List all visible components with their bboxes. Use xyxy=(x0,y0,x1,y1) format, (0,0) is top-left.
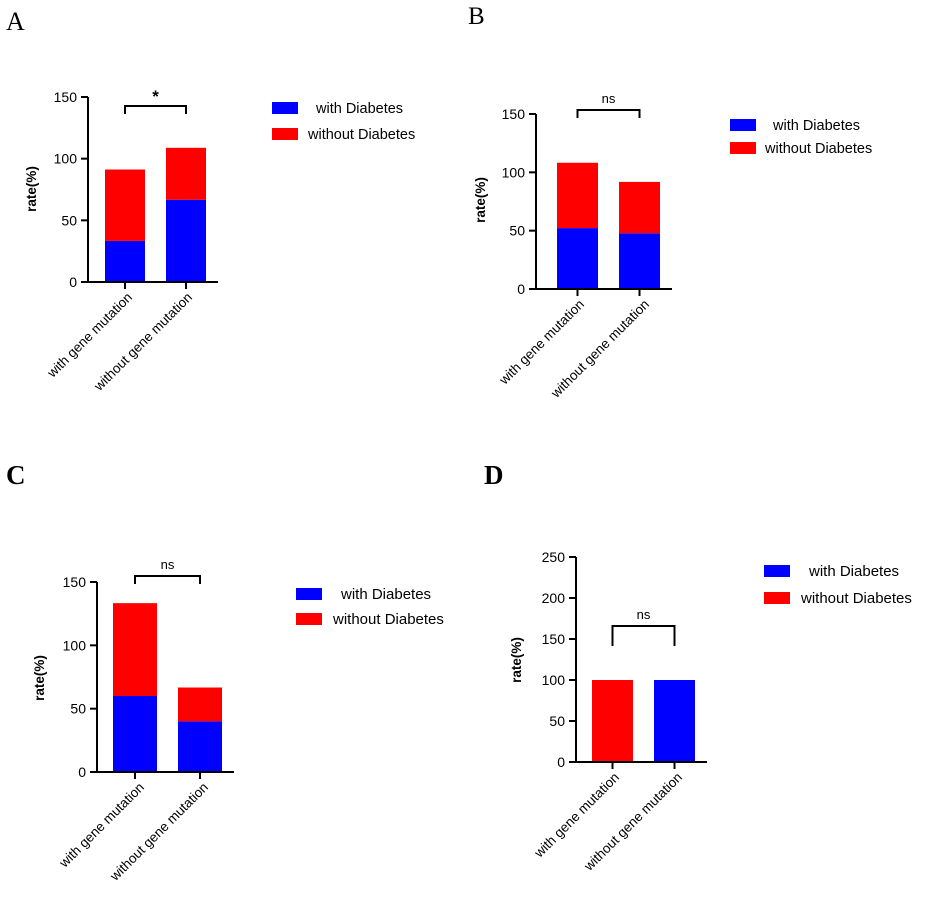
panel-d-legend-swatch-with-diabetes xyxy=(764,565,790,577)
panel-d-ytick-label-200: 200 xyxy=(542,590,566,606)
panel-d-ylabel: rate(%) xyxy=(509,637,524,683)
panel-b-significance-bracket xyxy=(576,109,641,118)
panel-b-ytick-label-0: 0 xyxy=(517,281,525,297)
panel-b-legend-label-with-diabetes: with Diabetes xyxy=(772,118,860,134)
panel-a-ytick-label-100: 100 xyxy=(54,151,78,167)
panel-a-significance-label: * xyxy=(152,87,159,106)
panel-a-letter: A xyxy=(6,7,25,36)
panel-d-ytick-label-50: 50 xyxy=(549,713,565,729)
panel-a-legend-label-without-diabetes: without Diabetes xyxy=(307,127,415,143)
panel-b-legend-swatch-without-diabetes xyxy=(730,142,756,154)
panel-a-ytick-label-150: 150 xyxy=(54,89,78,105)
panel-c-ylabel: rate(%) xyxy=(32,655,47,701)
panel-b-ylabel: rate(%) xyxy=(473,177,488,223)
panel-c-bar-2-without-diabetes xyxy=(178,687,222,722)
panel-d-legend-label-without-diabetes: without Diabetes xyxy=(800,590,912,607)
panel-d-significance-bracket xyxy=(611,625,676,646)
panel-a-bar-2-with-diabetes xyxy=(166,199,206,282)
panel-c-significance-bracket xyxy=(134,575,201,584)
panel-d-ytick-label-0: 0 xyxy=(557,754,565,770)
panel-c-legend-swatch-without-diabetes xyxy=(296,613,322,625)
panel-a-ylabel: rate(%) xyxy=(24,166,39,212)
panel-a-legend-label-with-diabetes: with Diabetes xyxy=(315,101,403,117)
panel-b-bar-2-without-diabetes xyxy=(619,181,660,234)
panel-c-ytick-label-50: 50 xyxy=(70,701,86,717)
panel-b-ytick-label-150: 150 xyxy=(502,106,526,122)
panel-b-bar-2-with-diabetes xyxy=(619,233,660,289)
panel-c-bar-2-with-diabetes xyxy=(178,721,222,772)
panel-a-category-label-2: without gene mutation xyxy=(90,290,195,395)
panel-a-legend-swatch-without-diabetes xyxy=(272,128,298,140)
panel-d-legend-label-with-diabetes: with Diabetes xyxy=(808,563,899,580)
panel-d-bar-1-without-diabetes xyxy=(592,680,633,762)
panel-a-ytick-label-0: 0 xyxy=(69,274,77,290)
panel-b-ytick-label-50: 50 xyxy=(509,223,525,239)
panel-d-ytick-label-100: 100 xyxy=(542,672,566,688)
panel-c-legend-swatch-with-diabetes xyxy=(296,588,322,600)
panel-d-letter: D xyxy=(484,460,504,490)
panel-c-bar-1-without-diabetes xyxy=(113,603,157,696)
panel-a-bar-1-with-diabetes xyxy=(105,240,145,282)
panel-c-ytick-label-150: 150 xyxy=(63,574,87,590)
panel-d-ytick-label-150: 150 xyxy=(542,631,566,647)
panel-b-letter: B xyxy=(468,3,485,30)
panel-b-legend-swatch-with-diabetes xyxy=(730,119,756,131)
panel-c-legend-label-with-diabetes: with Diabetes xyxy=(340,586,431,603)
panel-b-bar-1-without-diabetes xyxy=(557,162,598,229)
panel-b-legend-label-without-diabetes: without Diabetes xyxy=(764,141,872,157)
panel-a-legend-swatch-with-diabetes xyxy=(272,102,298,114)
panel-a-bar-1-without-diabetes xyxy=(105,169,145,241)
panel-c-bar-1-with-diabetes xyxy=(113,696,157,772)
panel-c-ytick-label-100: 100 xyxy=(63,637,87,653)
panel-a-bar-2-without-diabetes xyxy=(166,147,206,200)
panel-b-significance-label: ns xyxy=(602,91,616,106)
panel-c-legend-label-without-diabetes: without Diabetes xyxy=(332,611,444,628)
panel-d-bar-2-with-diabetes xyxy=(654,680,695,762)
panel-b-bar-1-with-diabetes xyxy=(557,228,598,289)
panel-b-ytick-label-100: 100 xyxy=(502,164,526,180)
panel-d-significance-label: ns xyxy=(637,607,651,622)
panel-c-letter: C xyxy=(6,460,26,490)
panel-a-ytick-label-50: 50 xyxy=(61,212,77,228)
panel-d-legend-swatch-without-diabetes xyxy=(764,592,790,604)
panel-a-significance-bracket xyxy=(124,105,187,114)
panel-c-significance-label: ns xyxy=(161,557,175,572)
panel-c-ytick-label-0: 0 xyxy=(78,764,86,780)
panel-d-ytick-label-250: 250 xyxy=(542,549,566,565)
